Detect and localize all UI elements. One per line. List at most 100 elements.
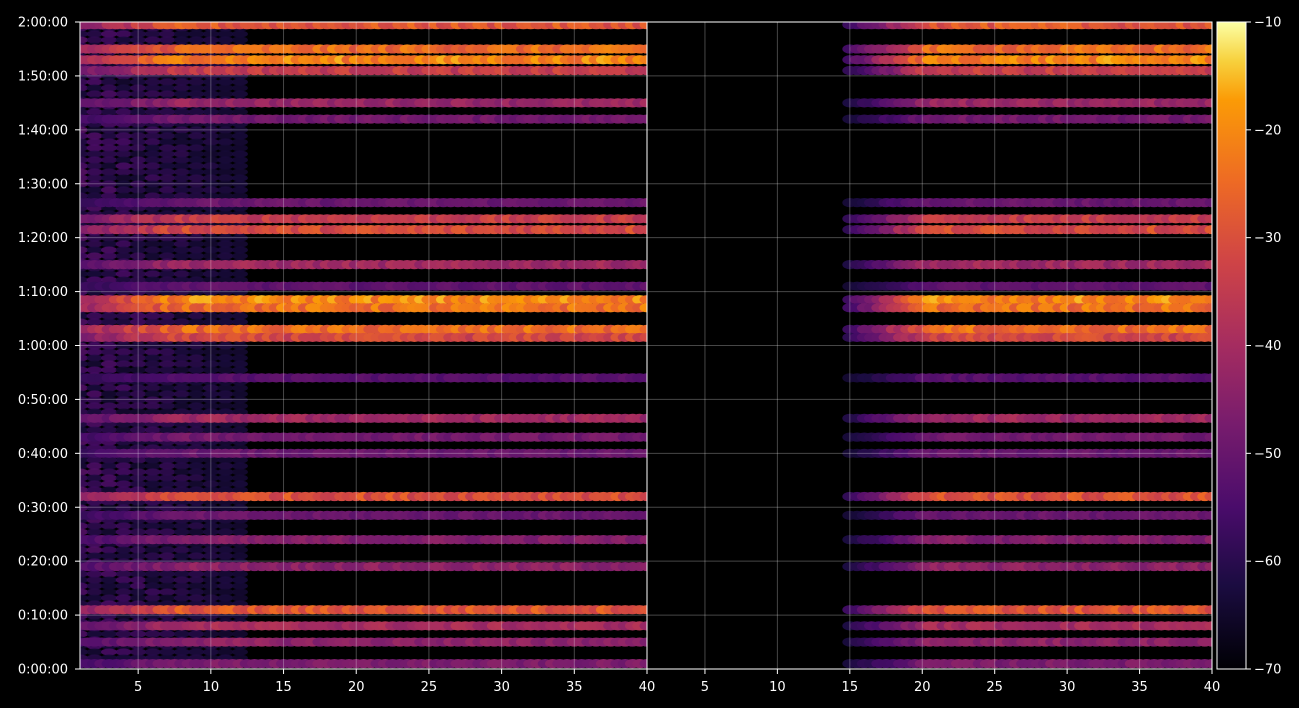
heatmap-cell [217, 612, 234, 620]
heatmap-cell [86, 462, 103, 470]
heatmap-cell [115, 168, 132, 176]
heatmap-cell [231, 144, 248, 152]
heatmap-cell [86, 90, 103, 98]
heatmap-cell [159, 468, 176, 476]
heatmap-cell [115, 252, 132, 260]
heatmap-cell [159, 480, 176, 488]
heatmap-cell [1204, 373, 1212, 383]
heatmap-cell [115, 552, 132, 560]
heatmap-cell [231, 192, 248, 200]
heatmap-cell [188, 396, 205, 404]
heatmap-cell [80, 546, 88, 554]
heatmap-cell [144, 546, 161, 554]
heatmap-cell [231, 246, 248, 254]
heatmap-cell [101, 132, 118, 140]
heatmap-cell [202, 402, 219, 410]
heatmap-cell [217, 156, 234, 164]
y-tick-label: 2:00:00 [18, 16, 68, 31]
y-tick-label: 1:20:00 [18, 231, 68, 246]
heatmap-cell [86, 150, 103, 158]
heatmap-cell [188, 588, 205, 596]
heatmap-cell [173, 138, 190, 146]
heatmap-cell [130, 318, 147, 326]
heatmap-cell [231, 90, 248, 98]
heatmap-cell [173, 396, 190, 404]
heatmap-cell [173, 528, 190, 536]
heatmap-cell [86, 594, 103, 602]
heatmap-cell [86, 342, 103, 350]
heatmap-cell [188, 36, 205, 44]
heatmap-cell [159, 108, 176, 116]
heatmap-cell [202, 240, 219, 248]
heatmap-cell [159, 132, 176, 140]
heatmap-cell [217, 396, 234, 404]
heatmap-cell [188, 276, 205, 284]
heatmap-cell [101, 312, 118, 320]
heatmap-cell [115, 612, 132, 620]
heatmap-cell [130, 132, 147, 140]
heatmap-cell [159, 318, 176, 326]
heatmap-cell [130, 174, 147, 182]
y-tick-label: 0:30:00 [18, 501, 68, 516]
heatmap-cell [202, 480, 219, 488]
y-tick-label: 0:00:00 [18, 663, 68, 678]
heatmap-cell [217, 648, 234, 656]
heatmap-cell [101, 84, 118, 92]
heatmap-cell [173, 180, 190, 188]
heatmap-cell [159, 150, 176, 158]
heatmap-cell [86, 612, 103, 620]
heatmap-cell [86, 408, 103, 416]
heatmap-cell [231, 402, 248, 410]
heatmap-cell [115, 246, 132, 254]
heatmap-cell [173, 576, 190, 584]
heatmap-cell [159, 342, 176, 350]
heatmap-cell [231, 390, 248, 398]
heatmap-cell [86, 468, 103, 476]
heatmap-cell [86, 246, 103, 254]
heatmap-cell [101, 648, 118, 656]
heatmap-cell [159, 630, 176, 638]
heatmap-cell [173, 486, 190, 494]
heatmap-cell [159, 168, 176, 176]
heatmap-cell [231, 522, 248, 530]
heatmap-cell [80, 486, 88, 494]
heatmap-cell [144, 396, 161, 404]
heatmap-cell [80, 186, 88, 194]
heatmap-cell [101, 36, 118, 44]
heatmap-cell [115, 384, 132, 392]
heatmap-cell [144, 504, 161, 512]
heatmap-cell [1204, 491, 1212, 502]
heatmap-cell [217, 108, 234, 116]
heatmap-cell [159, 474, 176, 482]
heatmap-cell [639, 561, 647, 572]
heatmap-cell [80, 480, 88, 488]
heatmap-cell [130, 504, 147, 512]
heatmap-cell [188, 480, 205, 488]
heatmap-cell [1204, 65, 1212, 76]
heatmap-panel-2 [842, 22, 1212, 669]
heatmap-cell [202, 570, 219, 578]
heatmap-cell [159, 270, 176, 278]
heatmap-cell [231, 240, 248, 248]
heatmap-cell [86, 312, 103, 320]
heatmap-cell [144, 126, 161, 134]
heatmap-cell [101, 486, 118, 494]
heatmap-cell [639, 44, 647, 54]
heatmap-cell [86, 348, 103, 356]
heatmap-cell [115, 402, 132, 410]
heatmap-cell [80, 36, 88, 44]
heatmap-cell [202, 486, 219, 494]
heatmap-cell [231, 180, 248, 188]
heatmap-cell [80, 270, 88, 278]
heatmap-cell [231, 84, 248, 92]
heatmap-cell [217, 162, 234, 170]
heatmap-cell [231, 78, 248, 86]
heatmap-cell [231, 360, 248, 368]
heatmap-cell [86, 384, 103, 392]
heatmap-cell [231, 150, 248, 158]
heatmap-cell [173, 480, 190, 488]
heatmap-cell [144, 138, 161, 146]
heatmap-cell [159, 354, 176, 362]
heatmap-cell [130, 594, 147, 602]
heatmap-cell [80, 174, 88, 182]
